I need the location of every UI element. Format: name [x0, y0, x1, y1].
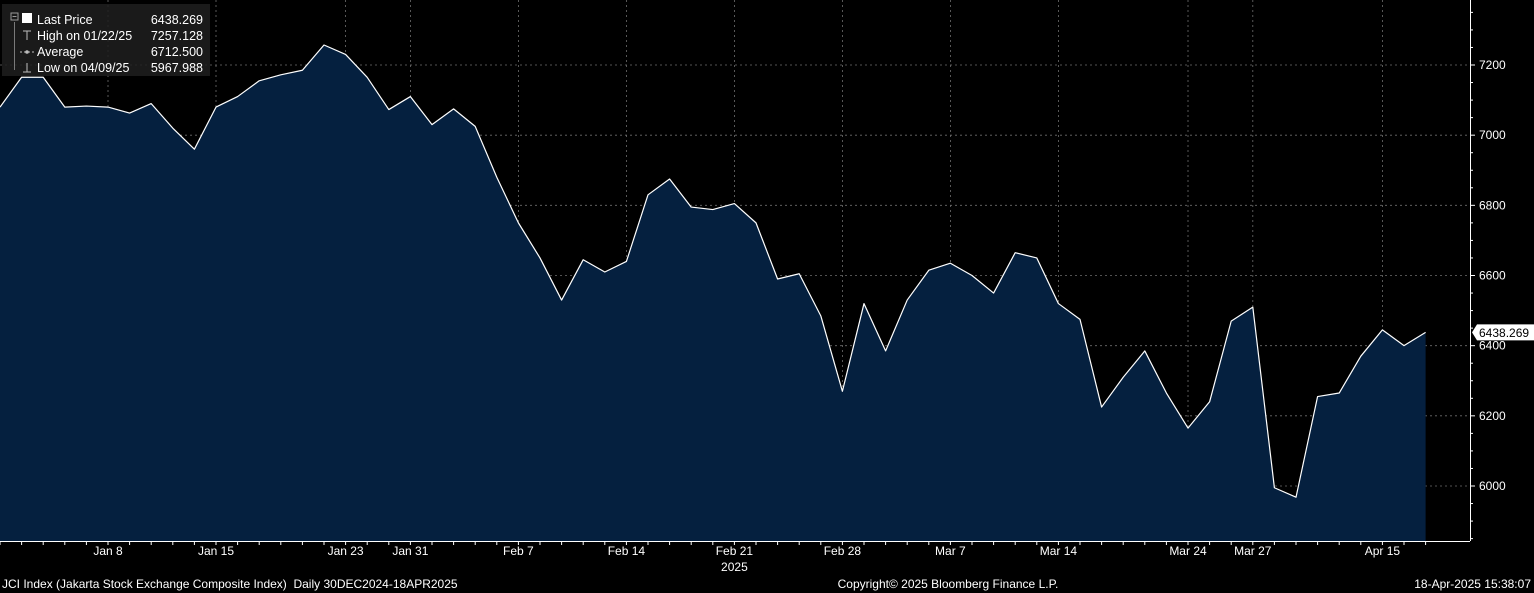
price-line [0, 44, 1426, 498]
collapse-box-icon[interactable] [10, 12, 19, 21]
x-tick-label: Feb 14 [608, 544, 646, 558]
last-price-tag-shape [1472, 324, 1534, 341]
axes [0, 0, 1475, 545]
y-axis-tick-labels: 6000 6200 6400 6600 6800 7000 7200 [1479, 58, 1506, 493]
x-tick-label: Feb 21 [716, 544, 754, 558]
x-tick-label: Jan 23 [328, 544, 364, 558]
legend-label-average: Average [37, 45, 83, 59]
y-tick-label: 6000 [1479, 479, 1506, 493]
footer: JCI Index (Jakarta Stock Exchange Compos… [2, 577, 1531, 591]
average-marker-icon [20, 50, 34, 54]
x-tick-label: Mar 27 [1234, 544, 1272, 558]
legend-item-high: High on 01/22/25 7257.128 [14, 22, 203, 70]
legend-background [2, 4, 210, 76]
legend-value-last-price: 6438.269 [151, 13, 203, 27]
square-icon [22, 13, 32, 23]
legend-item-low: Low on 04/09/25 5967.988 [23, 61, 203, 75]
y-tick-label: 6200 [1479, 409, 1506, 423]
legend-label-low: Low on 04/09/25 [37, 61, 129, 75]
high-marker-icon [23, 30, 31, 40]
last-price-tag-value: 6438.269 [1479, 326, 1529, 340]
x-tick-label: Jan 8 [93, 544, 123, 558]
legend-item-last-price[interactable]: Last Price 6438.269 [10, 12, 203, 27]
x-year-label: 2025 [721, 560, 748, 574]
x-tick-label: Apr 15 [1365, 544, 1401, 558]
legend-label-last-price: Last Price [37, 13, 93, 27]
y-tick-label: 6600 [1479, 269, 1506, 283]
x-tick-label: Mar 7 [935, 544, 966, 558]
footer-security-info: JCI Index (Jakarta Stock Exchange Compos… [2, 577, 458, 591]
x-tick-label: Mar 14 [1040, 544, 1078, 558]
x-tick-label: Feb 28 [824, 544, 862, 558]
x-tick-label: Mar 24 [1169, 544, 1207, 558]
footer-copyright: Copyright© 2025 Bloomberg Finance L.P. [838, 577, 1059, 591]
low-marker-icon [23, 63, 31, 73]
legend-label-high: High on 01/22/25 [37, 29, 132, 43]
legend-value-low: 5967.988 [151, 61, 203, 75]
y-tick-label: 7200 [1479, 58, 1506, 72]
footer-timestamp: 18-Apr-2025 15:38:07 [1414, 577, 1531, 591]
x-tick-label: Feb 7 [503, 544, 534, 558]
price-area [0, 44, 1426, 541]
price-area-fill [0, 45, 1426, 541]
legend: Last Price 6438.269 High on 01/22/25 725… [2, 4, 210, 76]
legend-value-high: 7257.128 [151, 29, 203, 43]
y-tick-label: 6400 [1479, 339, 1506, 353]
last-price-tag: 6438.269 [1472, 324, 1534, 341]
y-tick-label: 7000 [1479, 128, 1506, 142]
x-axis-tick-labels: Jan 8 Jan 15 Jan 23 Jan 31 Feb 7 Feb 14 Feb 21… [93, 544, 1400, 574]
y-tick-label: 6800 [1479, 198, 1506, 212]
x-tick-label: Jan 15 [198, 544, 234, 558]
legend-item-average: Average 6712.500 [20, 45, 203, 59]
x-tick-label: Jan 31 [392, 544, 428, 558]
legend-value-average: 6712.500 [151, 45, 203, 59]
